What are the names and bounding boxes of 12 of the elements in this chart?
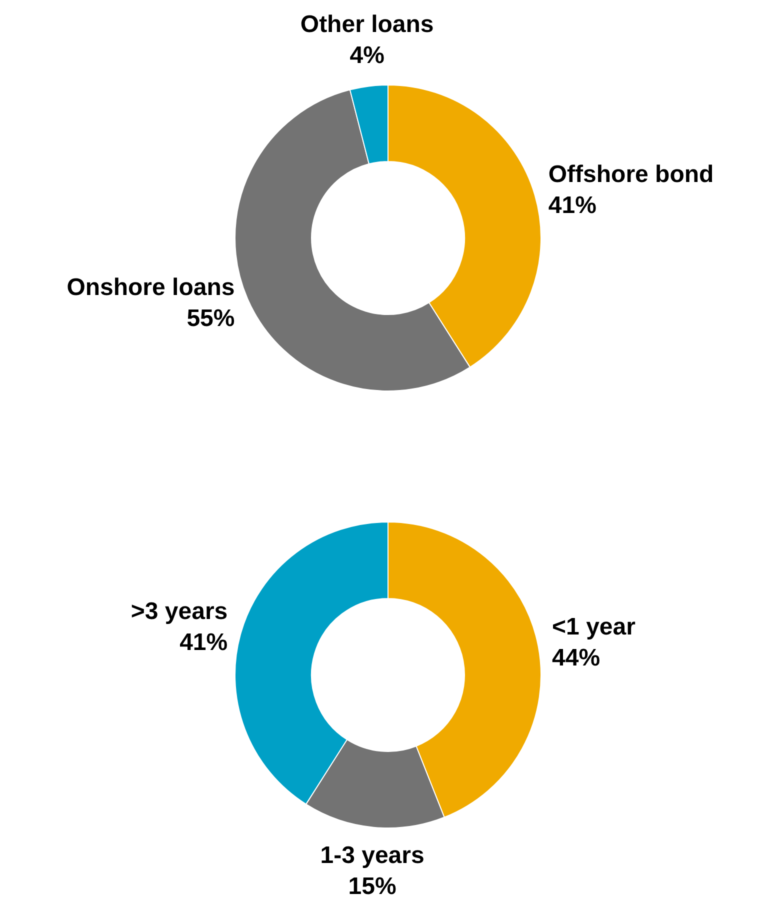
slice-label: <1 year [552,613,636,640]
slice-label: Other loans [300,10,434,38]
data-label: 41% [180,629,228,656]
data-label: 44% [552,644,600,672]
data-label: 41% [548,192,596,220]
data-label: 4% [350,42,384,69]
slice-label: Offshore bond [548,161,714,188]
slice-label: 1-3 years [320,842,424,869]
slice-label: >3 years [130,598,228,626]
data-label: 55% [186,304,235,332]
data-label: 15% [348,872,396,900]
slice-label: Onshore loans [66,274,235,301]
